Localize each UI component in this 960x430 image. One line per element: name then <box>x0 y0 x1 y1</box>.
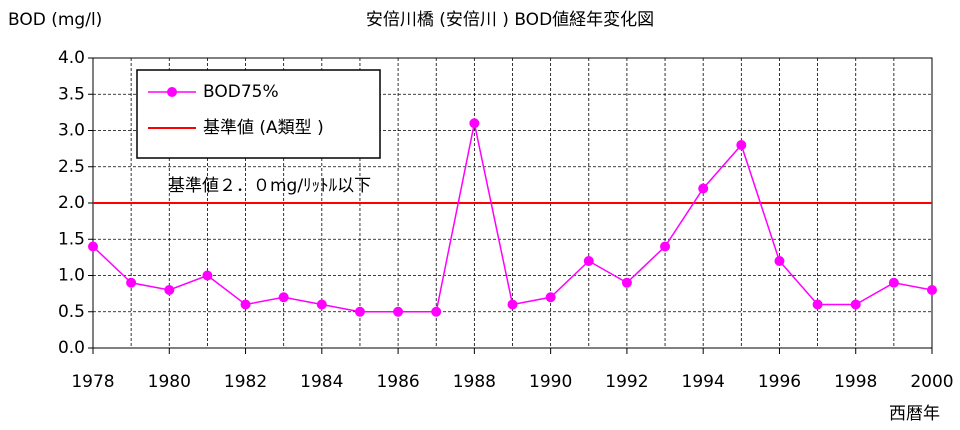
legend-label: 基準値 (A類型 ) <box>203 118 324 138</box>
data-point <box>507 299 518 310</box>
data-point <box>354 306 365 317</box>
data-point <box>469 118 480 129</box>
x-tick-label: 1978 <box>71 372 114 392</box>
data-point <box>583 256 594 266</box>
x-tick-label: 1982 <box>224 372 267 392</box>
annotation: 基準値２．０mg/ﾘｯﾄﾙ以下 <box>168 176 371 196</box>
data-point <box>927 285 937 295</box>
x-tick-label: 1994 <box>682 372 725 392</box>
x-tick-label: 1990 <box>529 372 572 392</box>
x-tick-label: 1984 <box>300 372 343 392</box>
data-point <box>736 140 747 150</box>
data-point <box>240 299 251 310</box>
x-tick-label: 1996 <box>758 372 801 392</box>
y-tick-label: 2.5 <box>58 157 85 177</box>
data-point <box>126 277 137 288</box>
data-point <box>278 292 289 303</box>
legend-label: BOD75% <box>203 82 279 102</box>
y-axis-label: BOD (mg/l) <box>8 10 102 30</box>
x-tick-label: 2000 <box>910 372 953 392</box>
y-tick-label: 0.0 <box>58 338 85 358</box>
x-tick-label: 1988 <box>453 372 496 392</box>
data-point <box>393 306 404 317</box>
chart-title: 安倍川橋 (安倍川 ) BOD値経年変化図 <box>366 10 654 30</box>
y-tick-label: 3.5 <box>58 84 85 104</box>
x-tick-label: 1998 <box>834 372 877 392</box>
y-tick-label: 0.5 <box>58 302 85 322</box>
x-tick-label: 1980 <box>148 372 191 392</box>
y-tick-label: 1.0 <box>58 266 85 286</box>
data-point <box>888 277 899 288</box>
data-point <box>545 292 556 303</box>
data-point <box>621 277 632 288</box>
legend-box <box>136 69 381 159</box>
data-point <box>660 241 671 252</box>
data-point <box>812 299 823 310</box>
data-point <box>850 299 861 310</box>
data-point <box>431 306 442 317</box>
x-axis-label: 西暦年 <box>889 404 940 424</box>
data-point <box>88 241 98 252</box>
y-tick-label: 1.5 <box>58 229 85 249</box>
data-point <box>316 299 327 310</box>
x-tick-label: 1992 <box>605 372 648 392</box>
data-point <box>164 285 175 295</box>
data-point <box>202 270 213 281</box>
legend-marker <box>167 87 177 97</box>
y-tick-label: 4.0 <box>58 48 85 68</box>
y-tick-label: 2.0 <box>58 193 85 213</box>
x-tick-label: 1986 <box>376 372 419 392</box>
data-point <box>698 183 709 194</box>
data-point <box>774 256 785 266</box>
y-tick-label: 3.0 <box>58 121 85 141</box>
